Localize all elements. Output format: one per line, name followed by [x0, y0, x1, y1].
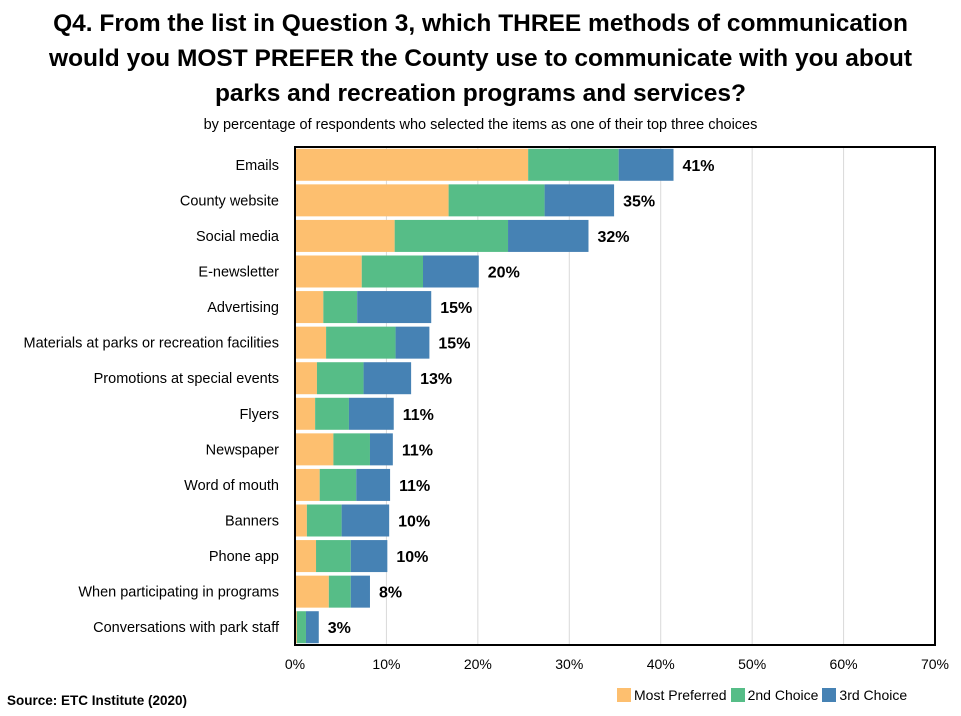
category-label-promotions-at-special-events: Promotions at special events — [94, 371, 279, 387]
category-label-banners: Banners — [225, 514, 279, 530]
bar-social-media-most-preferred — [295, 219, 395, 252]
total-label-advertising: 15% — [440, 300, 472, 317]
bar-phone-app-2nd-choice — [316, 540, 351, 573]
bar-social-media-3rd-choice — [508, 219, 589, 252]
total-label-phone-app: 10% — [396, 549, 428, 566]
category-label-newspaper: Newspaper — [206, 442, 280, 458]
bar-newspaper-most-preferred — [295, 433, 334, 466]
category-label-when-participating-in-programs: When participating in programs — [78, 585, 279, 601]
legend-swatch-3rd-choice — [822, 688, 837, 702]
legend-label-most-preferred: Most Preferred — [634, 687, 727, 703]
total-label-when-participating-in-programs: 8% — [379, 585, 402, 602]
legend-item-2nd-choice: 2nd Choice — [730, 687, 819, 703]
bar-banners-2nd-choice — [306, 504, 342, 537]
legend-label-2nd-choice: 2nd Choice — [747, 687, 819, 703]
bar-emails-2nd-choice — [528, 148, 619, 181]
category-label-flyers: Flyers — [240, 407, 279, 423]
total-label-word-of-mouth: 11% — [399, 478, 430, 495]
bar-county-website-2nd-choice — [448, 184, 545, 217]
bar-newspaper-2nd-choice — [333, 433, 370, 466]
bar-word-of-mouth-3rd-choice — [356, 468, 391, 501]
bar-promotions-at-special-events-3rd-choice — [363, 362, 412, 395]
bar-promotions-at-special-events-2nd-choice — [316, 362, 364, 395]
x-tick-label-10: 10% — [372, 656, 400, 672]
category-label-e-newsletter: E-newsletter — [198, 265, 279, 281]
bar-materials-at-parks-or-recreation-facilities-most-preferred — [295, 326, 327, 359]
bar-county-website-most-preferred — [295, 184, 449, 217]
legend-item-3rd-choice: 3rd Choice — [822, 687, 907, 703]
bar-emails-most-preferred — [295, 148, 529, 181]
x-tick-label-20: 20% — [464, 656, 492, 672]
legend-item-most-preferred: Most Preferred — [617, 687, 727, 703]
category-label-phone-app: Phone app — [209, 549, 279, 565]
bar-advertising-most-preferred — [295, 291, 324, 324]
total-label-e-newsletter: 20% — [488, 265, 520, 282]
bar-word-of-mouth-most-preferred — [295, 468, 320, 501]
title-line-2: would you MOST PREFER the County use to … — [49, 45, 912, 72]
x-tick-label-70: 70% — [921, 656, 949, 672]
source-note: Source: ETC Institute (2020) — [7, 693, 188, 708]
bar-promotions-at-special-events-most-preferred — [295, 362, 317, 395]
legend-swatch-most-preferred — [617, 688, 631, 702]
bar-phone-app-3rd-choice — [350, 540, 388, 573]
bar-flyers-3rd-choice — [348, 397, 394, 430]
bar-banners-3rd-choice — [341, 504, 390, 537]
total-label-newspaper: 11% — [402, 442, 433, 459]
bar-banners-most-preferred — [295, 504, 307, 537]
legend-label-3rd-choice: 3rd Choice — [839, 687, 908, 703]
category-label-word-of-mouth: Word of mouth — [184, 478, 279, 494]
bar-when-participating-in-programs-most-preferred — [295, 575, 329, 608]
total-label-banners: 10% — [398, 514, 430, 531]
bar-conversations-with-park-staff-3rd-choice — [305, 611, 319, 644]
plot-frame — [294, 146, 936, 646]
chart-title: Q4. From the list in Question 3, which T… — [0, 6, 961, 111]
total-label-promotions-at-special-events: 13% — [420, 371, 452, 388]
total-label-county-website: 35% — [623, 193, 655, 210]
x-tick-label-50: 50% — [738, 656, 766, 672]
legend: Most Preferred 2nd Choice 3rd Choice — [617, 687, 911, 703]
total-label-social-media: 32% — [597, 229, 629, 246]
bar-when-participating-in-programs-2nd-choice — [328, 575, 351, 608]
x-tick-label-30: 30% — [555, 656, 583, 672]
bar-materials-at-parks-or-recreation-facilities-3rd-choice — [395, 326, 430, 359]
category-label-advertising: Advertising — [207, 300, 279, 316]
x-tick-label-40: 40% — [647, 656, 675, 672]
category-label-emails: Emails — [235, 158, 279, 174]
category-label-conversations-with-park-staff: Conversations with park staff — [93, 620, 280, 636]
bar-newspaper-3rd-choice — [369, 433, 393, 466]
bar-emails-3rd-choice — [618, 148, 674, 181]
bar-when-participating-in-programs-3rd-choice — [350, 575, 370, 608]
total-label-conversations-with-park-staff: 3% — [328, 620, 351, 637]
x-tick-label-60: 60% — [830, 656, 858, 672]
total-label-materials-at-parks-or-recreation-facilities: 15% — [438, 336, 470, 353]
category-label-county-website: County website — [180, 193, 279, 209]
bar-phone-app-most-preferred — [295, 540, 317, 573]
title-line-3: parks and recreation programs and servic… — [214, 80, 747, 107]
bar-advertising-3rd-choice — [357, 291, 432, 324]
total-label-emails: 41% — [683, 158, 715, 175]
bar-e-newsletter-2nd-choice — [361, 255, 423, 288]
category-label-materials-at-parks-or-recreation-facilities: Materials at parks or recreation facilit… — [24, 336, 279, 352]
bar-materials-at-parks-or-recreation-facilities-2nd-choice — [326, 326, 396, 359]
bar-conversations-with-park-staff-2nd-choice — [296, 611, 306, 644]
bar-e-newsletter-3rd-choice — [423, 255, 479, 288]
bar-flyers-2nd-choice — [315, 397, 349, 430]
chart-subtitle: by percentage of respondents who selecte… — [203, 117, 758, 133]
bar-social-media-2nd-choice — [394, 219, 509, 252]
bar-flyers-most-preferred — [295, 397, 316, 430]
bar-e-newsletter-most-preferred — [295, 255, 362, 288]
bar-advertising-2nd-choice — [323, 291, 358, 324]
bar-word-of-mouth-2nd-choice — [319, 468, 357, 501]
legend-swatch-2nd-choice — [730, 688, 745, 702]
title-line-1: Q4. From the list in Question 3, which T… — [53, 10, 908, 37]
x-tick-label-0: 0% — [285, 656, 305, 672]
bar-county-website-3rd-choice — [544, 184, 615, 217]
total-label-flyers: 11% — [403, 407, 434, 424]
category-label-social-media: Social media — [196, 229, 280, 245]
